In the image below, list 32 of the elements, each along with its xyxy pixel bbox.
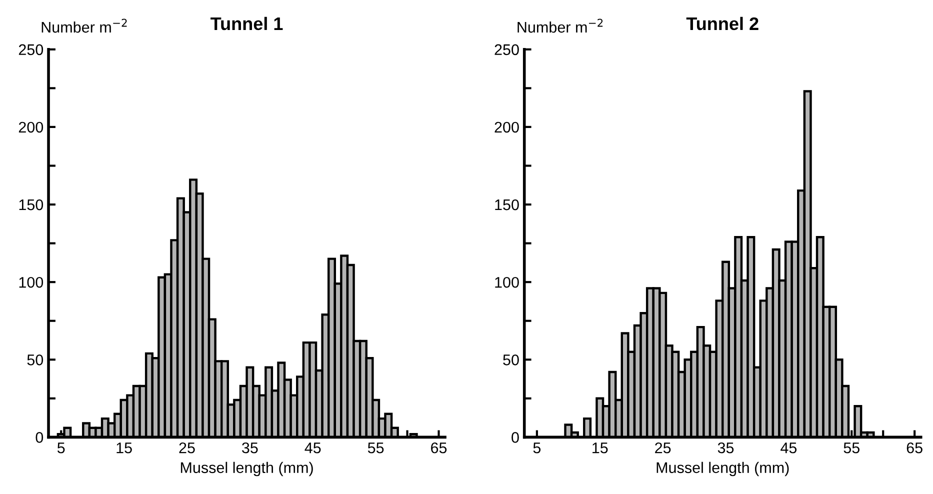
y-tick-label: 200	[494, 122, 519, 133]
x-tick-label: 55	[368, 442, 384, 454]
y-tick-label: 150	[19, 199, 44, 210]
x-tick-label: 65	[906, 442, 922, 454]
y-tick-label: 100	[19, 276, 44, 288]
y-tick-label: 0	[512, 432, 519, 443]
y-tick-label: 50	[503, 354, 519, 366]
x-tick-label: 15	[116, 442, 132, 454]
y-tick-label: 0	[36, 432, 44, 443]
x-axis-title: Mussel length (mm)	[656, 462, 789, 476]
chart-title: Tunnel 1	[210, 16, 283, 30]
x-tick-label: 55	[844, 442, 860, 454]
x-tick-label: 45	[304, 442, 321, 454]
x-tick-label: 35	[242, 442, 258, 454]
x-axis-title: Mussel length (mm)	[180, 462, 313, 476]
x-tick-label: 25	[179, 442, 195, 454]
y-tick-label: 250	[494, 44, 519, 56]
y-tick-label: 150	[495, 199, 519, 210]
y-tick-label: 50	[27, 354, 44, 366]
x-tick-label: 5	[533, 442, 541, 454]
x-tick-label: 25	[655, 442, 671, 454]
x-tick-label: 35	[718, 442, 734, 454]
y-tick-label: 200	[18, 122, 44, 133]
y-tick-label: 100	[495, 276, 519, 288]
x-tick-label: 15	[592, 442, 608, 454]
y-tick-label: 250	[18, 44, 44, 56]
x-tick-label: 5	[57, 442, 65, 454]
chart-title: Tunnel 2	[686, 16, 758, 30]
y-axis-title: Number m$^{−2}$	[42, 18, 127, 33]
y-axis-title: Number m$^{−2}$	[518, 18, 603, 33]
x-tick-label: 65	[431, 442, 447, 454]
x-tick-label: 45	[780, 442, 797, 454]
